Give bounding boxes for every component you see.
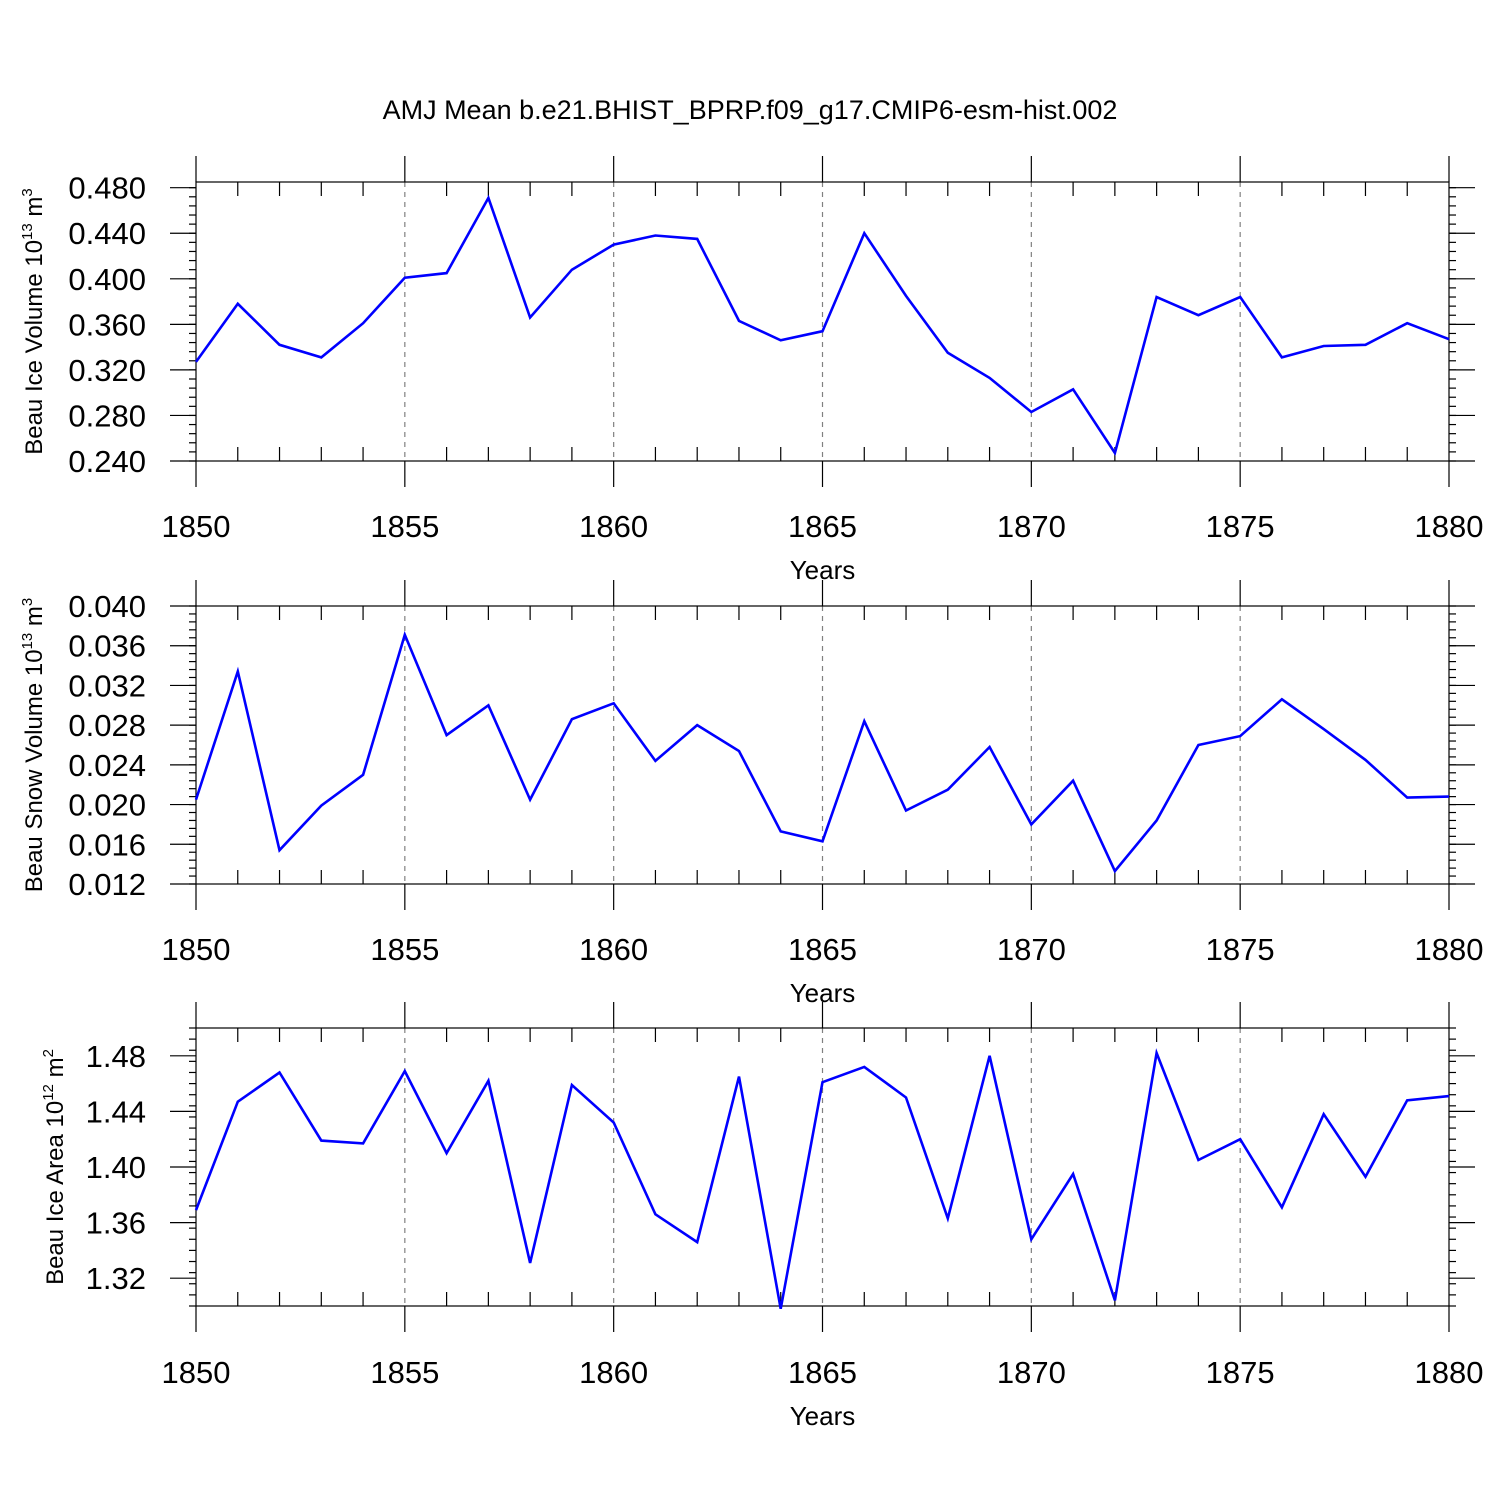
ice-volume-x-tick-label: 1855 [370,509,439,544]
ice-area-y-tick-label: 1.36 [86,1206,146,1241]
ice-volume-y-tick-label: 0.360 [68,307,146,342]
snow-volume-y-tick-label: 0.016 [68,827,146,862]
ice-area-x-tick-label: 1850 [162,1355,231,1390]
ice-volume-x-tick-label: 1860 [579,509,648,544]
snow-volume-y-tick-label: 0.036 [68,629,146,664]
ice-volume-x-tick-label: 1875 [1206,509,1275,544]
snow-volume-y-tick-label: 0.020 [68,788,146,823]
ice-volume-series-line [194,194,1450,457]
ice-area-x-tick-label: 1880 [1415,1355,1484,1390]
snow-volume-x-tick-label: 1865 [788,932,857,967]
snow-volume-y-tick-label: 0.028 [68,708,146,743]
snow-volume-y-axis-title: Beau Snow Volume 1013 m3 [19,598,48,893]
ice-volume-x-tick-label: 1865 [788,509,857,544]
snow-volume-series-line [194,630,1450,874]
ice-volume-y-tick-label: 0.400 [68,262,146,297]
ice-area-x-tick-label: 1870 [997,1355,1066,1390]
ice-area-x-tick-label: 1875 [1206,1355,1275,1390]
snow-volume-x-tick-label: 1875 [1206,932,1275,967]
ice-area-series-line [194,1048,1450,1310]
ice-volume-y-tick-label: 0.240 [68,444,146,479]
ice-area-y-tick-label: 1.48 [86,1039,146,1074]
snow-volume-x-tick-label: 1860 [579,932,648,967]
snow-volume-y-tick-label: 0.040 [68,589,146,624]
ice-volume-y-tick-label: 0.480 [68,171,146,206]
ice-volume-y-tick-label: 0.280 [68,398,146,433]
ice-area-x-axis-title: Years [790,1401,856,1431]
ice-volume-x-tick-label: 1880 [1415,509,1484,544]
panel-snow-volume: 1850 1855 1860 1865 1870 1875 1880Years0.0120.… [19,580,1483,1008]
snow-volume-x-tick-label: 1870 [997,932,1066,967]
ice-volume-x-tick-label: 1870 [997,509,1066,544]
snow-volume-x-tick-label: 1850 [162,932,231,967]
snow-volume-x-tick-label: 1880 [1415,932,1484,967]
panel-ice-volume: 1850 1855 1860 1865 1870 1875 1880Years0.2400.… [19,156,1483,585]
snow-volume-x-tick-label: 1855 [370,932,439,967]
ice-area-x-tick-label: 1855 [370,1355,439,1390]
ice-volume-y-tick-label: 0.440 [68,216,146,251]
ice-volume-y-axis-title: Beau Ice Volume 1013 m3 [19,188,48,455]
ice-area-y-axis-title: Beau Ice Area 1012 m2 [40,1049,69,1285]
ice-volume-y-tick-label: 0.320 [68,353,146,388]
panel-ice-area: 1850 1855 1860 1865 1870 1875 1880 Years 1.32 1.3… [40,1002,1483,1431]
ice-area-y-tick-label: 1.40 [86,1150,146,1185]
figure-title: AMJ Mean b.e21.BHIST_BPRP.f09_g17.CMIP6-… [383,95,1118,125]
snow-volume-y-tick-label: 0.024 [68,748,146,783]
ice-area-x-tick-label: 1865 [788,1355,857,1390]
ice-area-y-tick-label: 1.44 [86,1094,146,1129]
ice-volume-x-tick-label: 1850 [162,509,231,544]
ice-area-y-tick-label: 1.32 [86,1261,146,1296]
snow-volume-y-tick-label: 0.032 [68,668,146,703]
ice-area-x-tick-label: 1860 [579,1355,648,1390]
snow-volume-y-tick-label: 0.012 [68,867,146,902]
